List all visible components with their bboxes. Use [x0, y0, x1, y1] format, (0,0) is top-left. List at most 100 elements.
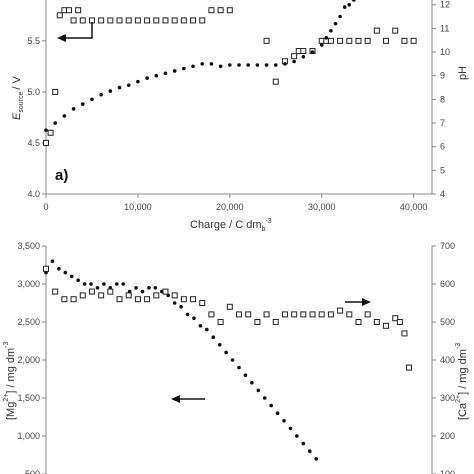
panel-b-dot-point	[314, 457, 319, 461]
panel-a-dot-point	[273, 63, 278, 67]
panel-a-dot-point	[333, 21, 338, 26]
panel-a-square-point	[190, 17, 197, 24]
panel-b-dot-point	[172, 301, 177, 305]
panel-b-y-left-tick-label: 3,000	[17, 279, 40, 289]
panel-a-dot-point	[342, 5, 347, 9]
panel-b-square-point	[226, 303, 233, 310]
panel-a-dot-point	[44, 128, 48, 132]
panel-a-square-point	[226, 7, 233, 14]
panel-b-dot-point	[147, 286, 151, 290]
panel-a-square-point	[272, 78, 279, 85]
panel-a-square-point	[125, 17, 132, 24]
panel-a-dot-point	[200, 62, 205, 66]
panel-b-square-point	[291, 311, 298, 318]
panel-b-dot-point	[50, 259, 55, 264]
panel-a-dot-point	[347, 2, 352, 7]
panel-a-dot-point	[246, 63, 250, 67]
panel-b-square-point	[171, 292, 178, 299]
panel-a-square-point	[401, 37, 408, 44]
panel-a-dot-point	[136, 79, 140, 84]
panel-b-square-point	[281, 311, 288, 318]
panel-b-dot-point	[63, 270, 68, 275]
panel-a-dot-point	[255, 63, 260, 67]
panel-b-square-point	[107, 288, 114, 295]
panel-b-square-point	[364, 311, 371, 318]
panel-b-y-left-tick-label: 1,500	[17, 393, 40, 403]
panel-a-x-tick-label: 10,000	[124, 202, 152, 212]
panel-b-dot-point	[275, 411, 280, 416]
panel-a-y-right-label: pH	[457, 66, 469, 80]
panel-a-x-tick-label: 40,000	[400, 202, 428, 212]
panel-b-dot-point	[102, 282, 106, 286]
panel-a-letter: a)	[55, 167, 68, 184]
panel-a-y-right-tick-label: 6	[440, 142, 445, 152]
panel-a-arrow-left-axis	[57, 22, 93, 42]
panel-b-dot-point	[269, 403, 273, 408]
panel-b-square-point	[383, 322, 390, 329]
panel-a-square-point	[410, 37, 417, 44]
panel-b-square-point	[134, 296, 141, 303]
panel-a-dot-point	[329, 28, 333, 33]
panel-a-y-left-tick-label: 5.0	[27, 87, 40, 97]
panel-b-dot-point	[57, 267, 61, 271]
panel-b-dot-point	[89, 282, 93, 286]
panel-a-square-point	[337, 37, 344, 44]
panel-a-square-point	[98, 17, 105, 24]
panel-b-y-right-tick-label: 700	[440, 241, 455, 251]
panel-b-dot-point	[179, 305, 183, 309]
panel-b-square-point	[373, 319, 380, 325]
panel-b-square-point	[43, 265, 49, 272]
panel-a-dot-point	[191, 64, 195, 69]
panel-a-square-point	[180, 17, 187, 24]
panel-b-dot-point	[76, 278, 80, 283]
panel-a-y-right-tick-label: 12	[440, 0, 450, 10]
panel-b-square-point	[70, 296, 77, 303]
panel-a-x-tick-label: 0	[43, 202, 48, 212]
panel-a-x-tick-label: 30,000	[308, 202, 336, 212]
panel-b-y-left-tick-label: 2,000	[17, 355, 40, 365]
panel-a-dot-point	[228, 63, 232, 67]
panel-b-dot-point	[217, 343, 222, 347]
panel-a-dot-point	[71, 107, 76, 111]
panel-a-square-point	[291, 53, 298, 60]
panel-a-dot-point	[301, 54, 306, 59]
panel-a-y-right-tick-label: 11	[440, 23, 449, 33]
panel-a-dot-point	[126, 83, 131, 87]
panel-b-square-point	[236, 311, 242, 318]
panel-b-dot-point	[192, 316, 196, 321]
panel-a-square-point	[144, 17, 151, 24]
panel-b-dot-point	[69, 274, 74, 279]
panel-a-square-point	[171, 17, 178, 24]
panel-a-square-point	[199, 17, 206, 24]
panel-a-square-point	[107, 17, 114, 24]
panel-a-square-point	[217, 7, 224, 14]
panel-b-square-point	[318, 311, 325, 318]
panel-b-square-point	[337, 307, 344, 314]
panel-b-dot-point	[243, 373, 248, 378]
panel-a-square-point	[153, 17, 160, 24]
panel-a-dot-point	[182, 66, 186, 71]
panel-b-square-point	[392, 315, 399, 322]
panel-b-dot-point	[95, 286, 100, 290]
panel-b-dot-point	[134, 286, 138, 290]
panel-a-dot-point	[145, 76, 149, 80]
panel-b-dot-point	[295, 434, 299, 438]
panel-b-square-point	[396, 319, 403, 325]
panel-a-y-left-tick-label: 4.5	[27, 138, 40, 148]
panel-a-square-point	[43, 139, 49, 146]
panel-a-dot-point	[99, 92, 103, 97]
panel-a-y-right-tick-label: 4	[440, 189, 445, 199]
panel-a-square-point	[65, 7, 72, 14]
panel-b-square-point	[355, 319, 362, 325]
panel-b-dot-point	[205, 327, 209, 332]
panel-a-square-point	[208, 7, 215, 14]
panel-b-square-point	[217, 319, 224, 325]
panel-a-y-left-tick-label: 5.5	[27, 36, 40, 46]
panel-a-dot-point	[218, 64, 223, 69]
panel-b-square-point	[144, 296, 151, 303]
panel-b-square-point	[254, 319, 261, 325]
panel-b-square-point	[79, 292, 86, 299]
panel-a-dot-point	[319, 43, 324, 47]
panel-b-y-left-tick-label: 3,500	[17, 241, 40, 251]
